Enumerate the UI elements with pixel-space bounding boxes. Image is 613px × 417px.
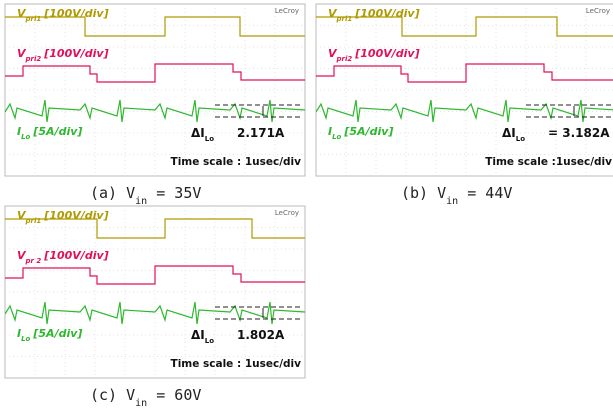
caption: (c) Vin = 60V	[90, 386, 201, 409]
timescale: Time scale :1usec/div	[485, 156, 612, 168]
trace-sub: pr 2	[25, 257, 42, 265]
timescale: Time scale : 1usec/div	[171, 358, 302, 370]
caption-sub: in	[135, 398, 147, 409]
delta-value: 1.802A	[237, 328, 285, 342]
delta-value: = 3.182A	[548, 126, 610, 140]
trace-scale: [100V/div]	[43, 249, 108, 262]
trace-scale: [5A/div]	[343, 125, 393, 138]
trace-sub: Lo	[21, 335, 30, 343]
timescale: Time scale : 1usec/div	[171, 156, 302, 168]
caption-sub: in	[135, 196, 147, 207]
trace-scale: [100V/div]	[43, 7, 108, 20]
delta-value: 2.171A	[237, 126, 285, 140]
trace-scale: [100V/div]	[354, 7, 419, 20]
caption-suffix: = 44V	[458, 184, 512, 202]
caption-prefix: (b) V	[401, 184, 446, 202]
caption-suffix: = 60V	[147, 386, 201, 404]
caption-prefix: (a) V	[90, 184, 135, 202]
trace-sub: pri2	[336, 55, 353, 63]
trace-scale: [5A/div]	[32, 125, 82, 138]
trace-scale: [100V/div]	[43, 209, 108, 222]
caption: (b) Vin = 44V	[401, 184, 512, 207]
delta-symbol: ΔI	[502, 126, 516, 140]
trace-sub: pri2	[25, 55, 42, 63]
caption: (a) Vin = 35V	[90, 184, 201, 207]
brand: LeCroy	[275, 7, 299, 15]
delta-sub: Lo	[205, 135, 214, 143]
trace-sub: pri1	[336, 15, 353, 23]
scope-panel: LeCroyVpri1[100V/div]Vpri2[100V/div]ILo[…	[316, 4, 613, 207]
trace-sub: pri1	[25, 15, 42, 23]
delta-symbol: ΔI	[191, 328, 205, 342]
trace-sub: pri1	[25, 217, 42, 225]
brand: LeCroy	[586, 7, 610, 15]
delta-sub: Lo	[516, 135, 525, 143]
caption-suffix: = 35V	[147, 184, 201, 202]
caption-prefix: (c) V	[90, 386, 135, 404]
trace-scale: [5A/div]	[32, 327, 82, 340]
trace-scale: [100V/div]	[43, 47, 108, 60]
figure: LeCroyVpri1[100V/div]Vpri2[100V/div]ILo[…	[0, 0, 613, 417]
trace-sub: Lo	[21, 133, 30, 141]
trace-scale: [100V/div]	[354, 47, 419, 60]
trace-sub: Lo	[332, 133, 341, 141]
caption-sub: in	[446, 196, 458, 207]
delta-sub: Lo	[205, 337, 214, 345]
brand: LeCroy	[275, 209, 299, 217]
delta-symbol: ΔI	[191, 126, 205, 140]
